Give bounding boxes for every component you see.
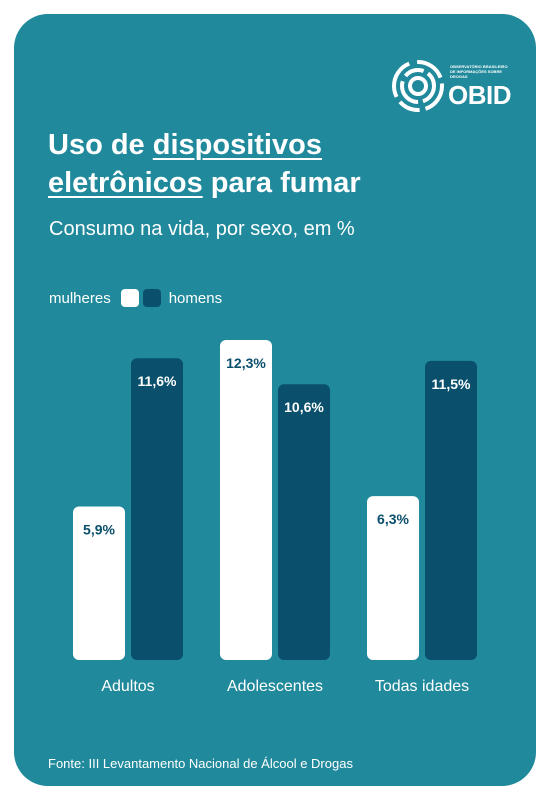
data-label-women-2: 6,3% (377, 511, 409, 527)
chart-title: Uso de dispositivos eletrônicos para fum… (48, 126, 468, 202)
chart-subtitle: Consumo na vida, por sexo, em % (49, 218, 355, 240)
title-part2: para fumar (202, 167, 361, 199)
bar-men-1 (278, 384, 330, 660)
data-label-women-1: 12,3% (226, 355, 266, 371)
title-part1: Uso de (48, 129, 153, 161)
data-label-men-0: 11,6% (138, 373, 177, 389)
obid-logo-icon (392, 60, 444, 112)
logo-small-text: OBSERVATÓRIO BRASILEIRO DE INFORMAÇÕES S… (450, 64, 508, 79)
data-label-men-2: 11,5% (432, 376, 471, 392)
category-label-0: Adultos (101, 678, 154, 695)
bar-women-2 (367, 496, 419, 660)
bar-women-0 (73, 506, 125, 660)
legend-women-label: mulheres (49, 289, 111, 307)
bar-men-0 (131, 358, 183, 660)
title-underlined-1: dispositivos (152, 129, 322, 161)
legend-men-swatch (142, 289, 161, 307)
category-label-2: Todas idades (375, 678, 469, 695)
category-label-1: Adolescentes (227, 678, 323, 695)
data-label-men-1: 10,6% (284, 399, 324, 415)
logo-text: OBID (448, 80, 512, 110)
bar-women-1 (220, 340, 272, 660)
legend-men-label: homens (168, 289, 223, 307)
source-note: Fonte: III Levantamento Nacional de Álco… (48, 756, 353, 771)
legend-women-swatch (120, 289, 139, 307)
bar-men-2 (425, 360, 477, 660)
title-underlined-2: eletrônicos (48, 167, 203, 199)
data-label-women-0: 5,9% (83, 522, 115, 538)
legend: mulheres homens (49, 288, 222, 308)
